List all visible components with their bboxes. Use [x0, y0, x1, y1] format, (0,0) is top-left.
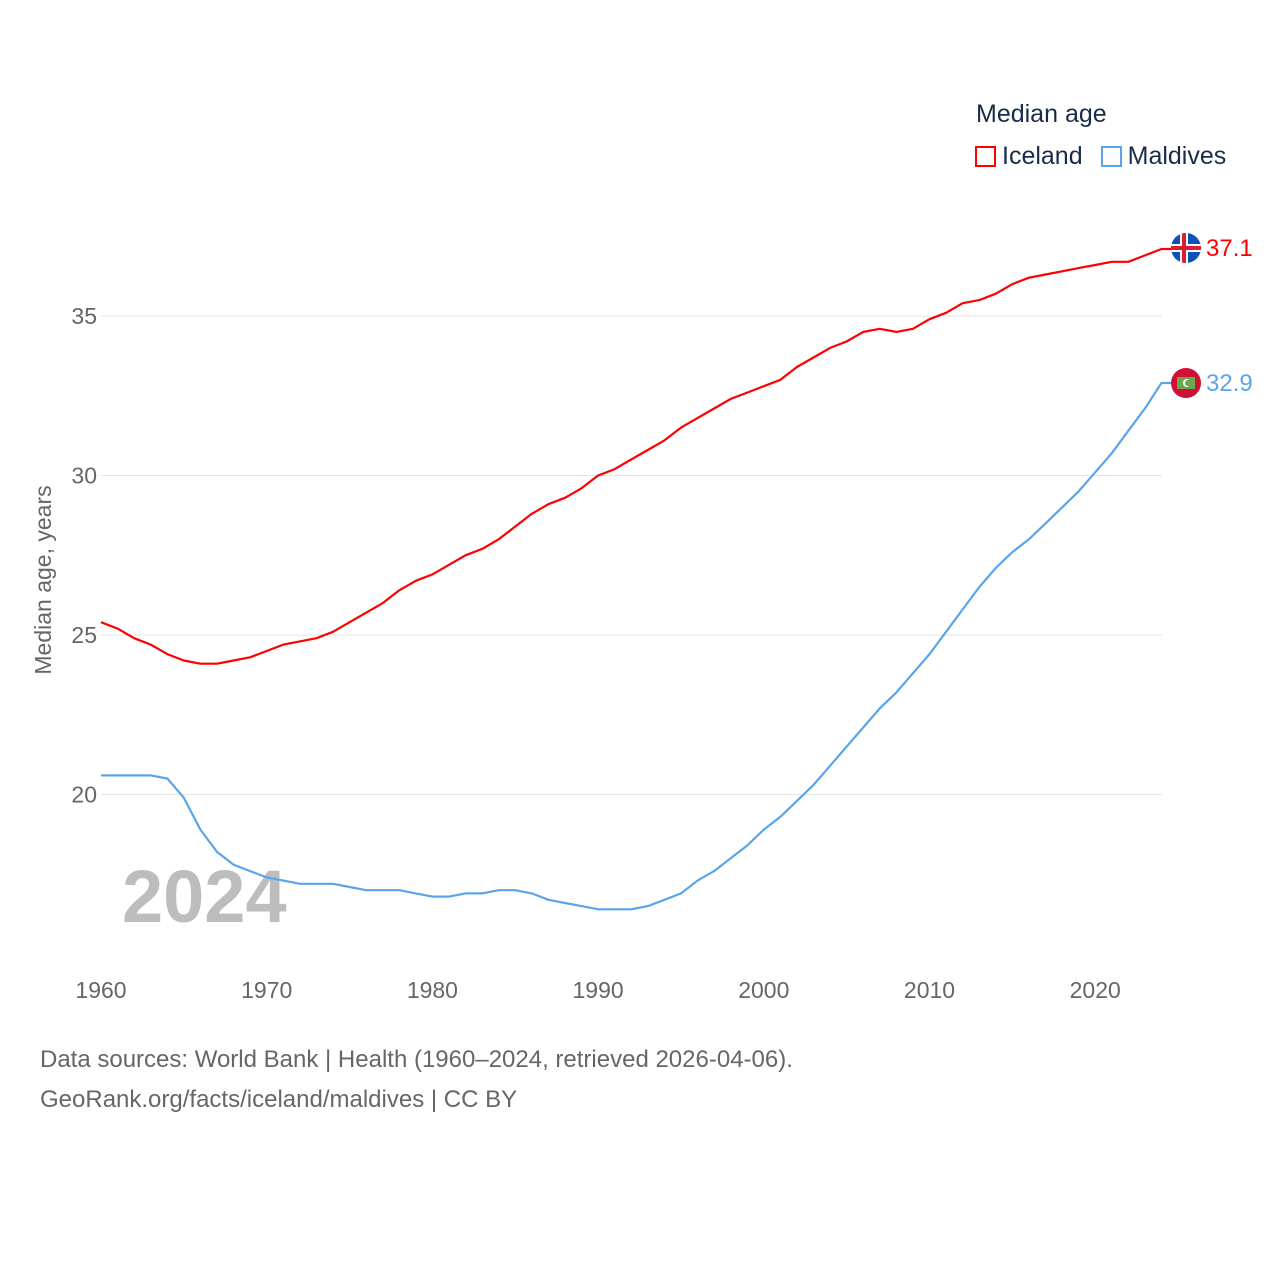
year-watermark: 2024 [122, 855, 287, 938]
gridlines [101, 315, 1162, 795]
x-tick-label: 2000 [738, 977, 789, 1003]
y-tick-labels: 20 25 30 35 [71, 303, 97, 808]
legend-item-iceland[interactable]: Iceland [975, 142, 1083, 171]
x-tick-label: 1970 [241, 977, 292, 1003]
y-axis-label: Median age, years [30, 485, 56, 674]
legend-title: Median age [976, 100, 1107, 128]
x-tick-label: 1960 [75, 977, 126, 1003]
y-tick-label: 20 [71, 782, 97, 808]
iceland-end-value: 37.1 [1206, 235, 1253, 262]
iceland-flag-icon [1171, 233, 1201, 263]
legend-item-maldives[interactable]: Maldives [1100, 142, 1227, 171]
legend: Iceland Maldives [975, 142, 1226, 171]
data-sources: Data sources: World Bank | Health (1960–… [40, 1046, 793, 1073]
credit-link[interactable]: GeoRank.org/facts/iceland/maldives | CC … [40, 1086, 518, 1113]
series-line-maldives [101, 381, 1172, 911]
x-tick-label: 2010 [904, 977, 955, 1003]
y-tick-label: 25 [71, 622, 97, 648]
x-tick-label: 1990 [573, 977, 624, 1003]
x-tick-label: 2020 [1070, 977, 1121, 1003]
y-tick-label: 35 [71, 303, 97, 329]
legend-swatch-maldives [1100, 146, 1122, 167]
series-line-iceland [100, 247, 1172, 665]
legend-label-iceland: Iceland [1002, 142, 1083, 170]
x-tick-labels: 1960 1970 1980 1990 2000 2010 2020 [75, 977, 1120, 1003]
maldives-flag-icon [1171, 368, 1201, 398]
legend-label-maldives: Maldives [1127, 142, 1227, 170]
series-lines [100, 247, 1172, 911]
x-tick-label: 1980 [407, 977, 458, 1003]
y-tick-label: 30 [71, 463, 97, 489]
legend-swatch-iceland [975, 146, 996, 167]
maldives-end-value: 32.9 [1206, 370, 1253, 397]
